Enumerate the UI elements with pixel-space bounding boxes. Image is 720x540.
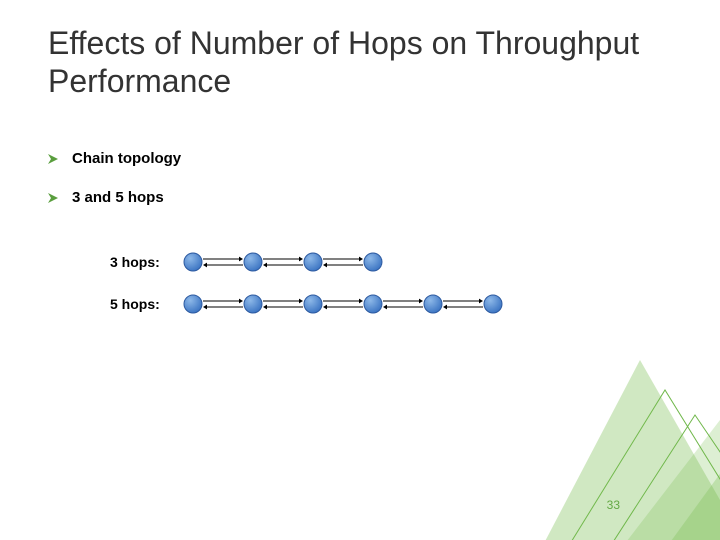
bullet-text-hops: 3 and 5 hops <box>72 189 164 206</box>
list-item: Chain topology <box>48 150 181 167</box>
slide: Effects of Number of Hops on Throughput … <box>0 0 720 540</box>
bullet-text-chain: Chain topology <box>72 150 181 167</box>
chain-diagram-3 <box>178 250 438 274</box>
bullet-icon <box>48 154 58 164</box>
chain-diagram-5 <box>178 292 558 316</box>
diagram-area: 3 hops: 5 hops: <box>110 250 558 334</box>
list-item: 3 and 5 hops <box>48 189 181 206</box>
page-number: 33 <box>607 498 620 512</box>
chain-row-5: 5 hops: <box>110 292 558 316</box>
chain-label-3: 3 hops: <box>110 254 178 270</box>
chain-label-5: 5 hops: <box>110 296 178 312</box>
page-title: Effects of Number of Hops on Throughput … <box>48 24 672 101</box>
bullet-list: Chain topology 3 and 5 hops <box>48 150 181 228</box>
bullet-icon <box>48 193 58 203</box>
deco-group <box>530 360 720 540</box>
chain-row-3: 3 hops: <box>110 250 558 274</box>
